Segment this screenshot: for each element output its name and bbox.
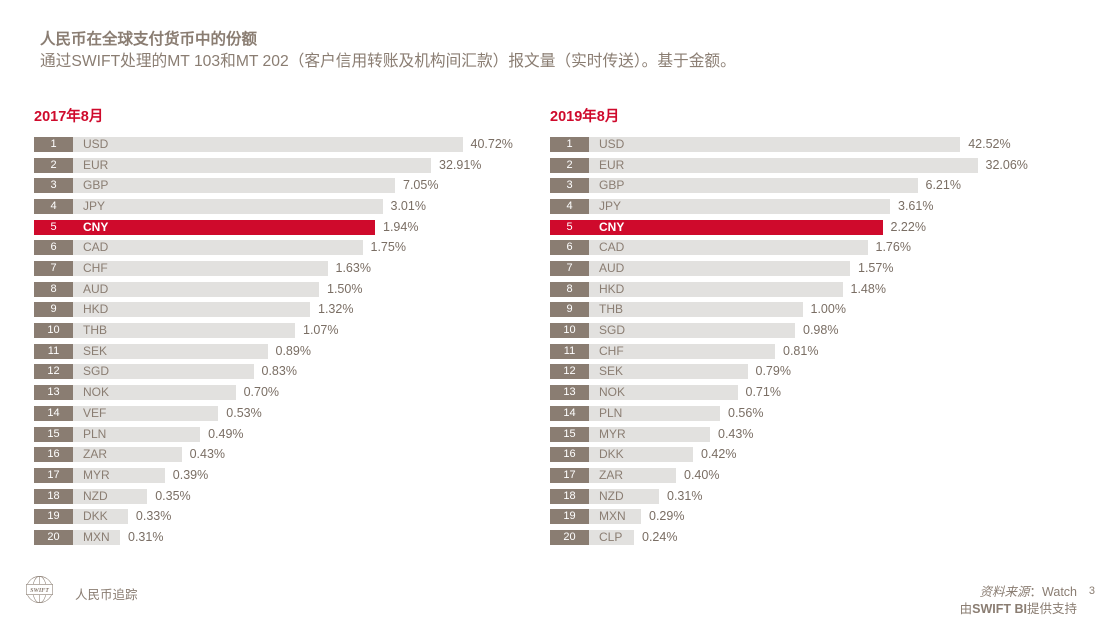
svg-text:SWIFT: SWIFT [30, 588, 49, 594]
